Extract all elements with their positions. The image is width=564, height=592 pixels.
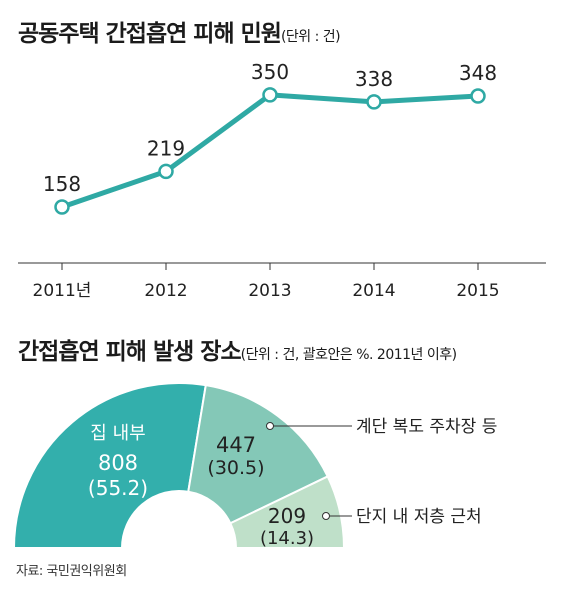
leader-dot — [322, 512, 330, 520]
leader-dot — [266, 422, 274, 430]
source-note: 자료: 국민권익위원회 — [16, 564, 127, 579]
line-chart-unit: (단위 : 건) — [280, 29, 341, 45]
data-point — [262, 87, 278, 103]
data-point — [470, 88, 486, 104]
data-label: 348 — [459, 61, 497, 85]
donut-chart-unit: (단위 : 건, 괄호안은 %. 2011년 이후) — [240, 347, 457, 363]
x-tick-label: 2011년 — [33, 281, 92, 301]
data-label: 158 — [43, 172, 81, 196]
data-label: 338 — [355, 67, 393, 91]
data-label: 219 — [147, 136, 185, 160]
x-tick-label: 2012 — [144, 281, 187, 301]
donut-slice — [12, 382, 207, 549]
slice-name-label: 집 내부 — [90, 423, 145, 444]
donut-chart-title: 간접흡연 피해 발생 장소(단위 : 건, 괄호안은 %. 2011년 이후) — [18, 332, 457, 366]
slice-value-label: 808 — [98, 451, 138, 475]
slice-percent-label: (30.5) — [207, 457, 264, 479]
slice-value-label: 209 — [268, 504, 306, 528]
donut-slice — [187, 384, 330, 525]
line-chart-title: 공동주택 간접흡연 피해 민원(단위 : 건) — [18, 14, 341, 48]
line-chart-title-text: 공동주택 간접흡연 피해 민원 — [18, 21, 282, 47]
donut-slice — [229, 475, 346, 549]
x-tick-label: 2014 — [352, 281, 395, 301]
x-tick-label: 2013 — [248, 281, 291, 301]
data-point — [366, 94, 382, 110]
data-point — [158, 163, 174, 180]
slice-percent-label: (14.3) — [260, 528, 314, 549]
slice-name-label: 계단 복도 주차장 등 — [356, 417, 497, 437]
donut-chart-title-text: 간접흡연 피해 발생 장소 — [18, 339, 242, 365]
slice-value-label: 447 — [216, 433, 256, 457]
data-point — [54, 199, 70, 215]
series-line — [59, 92, 481, 210]
slice-name-label: 단지 내 저층 근처 — [356, 507, 482, 527]
x-tick-label: 2015 — [456, 281, 499, 301]
slice-percent-label: (55.2) — [88, 476, 148, 500]
data-label: 350 — [251, 60, 289, 84]
